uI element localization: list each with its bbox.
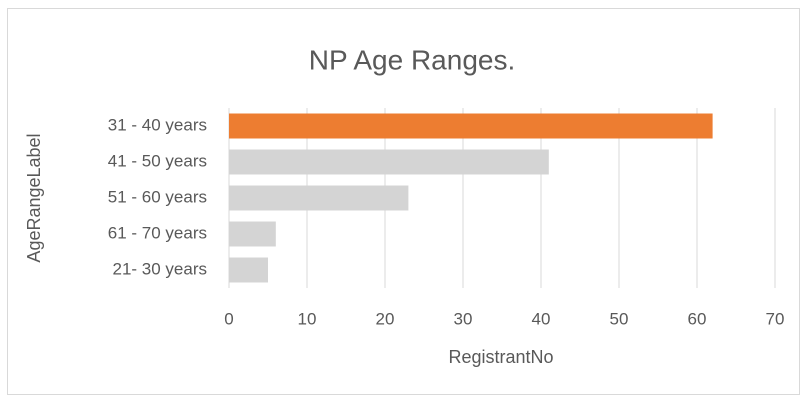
bars xyxy=(229,113,713,283)
bar xyxy=(229,149,549,175)
y-axis-label: AgeRangeLabel xyxy=(24,133,44,262)
x-tick-label: 70 xyxy=(766,309,785,328)
bar xyxy=(229,221,276,247)
x-tick-label: 30 xyxy=(454,309,473,328)
chart-title: NP Age Ranges. xyxy=(309,44,516,75)
bar xyxy=(229,257,268,283)
y-tick-label: 31 - 40 years xyxy=(108,115,207,134)
bar xyxy=(229,113,713,139)
y-tick-label: 61 - 70 years xyxy=(108,223,207,242)
x-tick-label: 40 xyxy=(532,309,551,328)
y-tick-label: 21- 30 years xyxy=(113,259,208,278)
y-tick-label: 51 - 60 years xyxy=(108,187,207,206)
x-tick-label: 10 xyxy=(298,309,317,328)
x-axis-label: RegistrantNo xyxy=(448,347,553,367)
bar xyxy=(229,185,409,211)
x-tick-label: 50 xyxy=(610,309,629,328)
y-tick-label: 41 - 50 years xyxy=(108,151,207,170)
x-tick-label: 60 xyxy=(688,309,707,328)
x-tick-label: 20 xyxy=(376,309,395,328)
x-tick-label: 0 xyxy=(224,309,233,328)
